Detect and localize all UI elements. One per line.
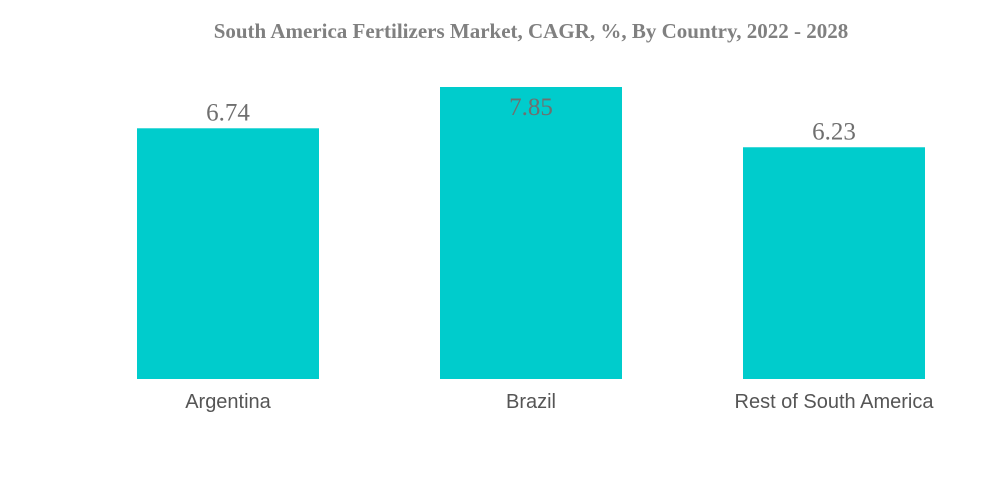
bar-1 (440, 87, 622, 379)
category-label-1: Brazil (506, 391, 556, 413)
bar-2 (743, 147, 925, 379)
data-label-2: 6.23 (812, 118, 856, 145)
chart-title: South America Fertilizers Market, CAGR, … (214, 19, 849, 43)
data-label-0: 6.74 (206, 99, 250, 126)
value-labels-layer: 6.74 7.85 6.23 (206, 94, 856, 145)
bar-0 (137, 128, 319, 379)
category-label-0: Argentina (185, 391, 271, 413)
category-labels-layer: Argentina Brazil Rest of South America (185, 391, 934, 413)
data-label-1: 7.85 (509, 94, 553, 121)
category-label-2: Rest of South America (735, 391, 935, 413)
bars-layer (137, 87, 925, 379)
